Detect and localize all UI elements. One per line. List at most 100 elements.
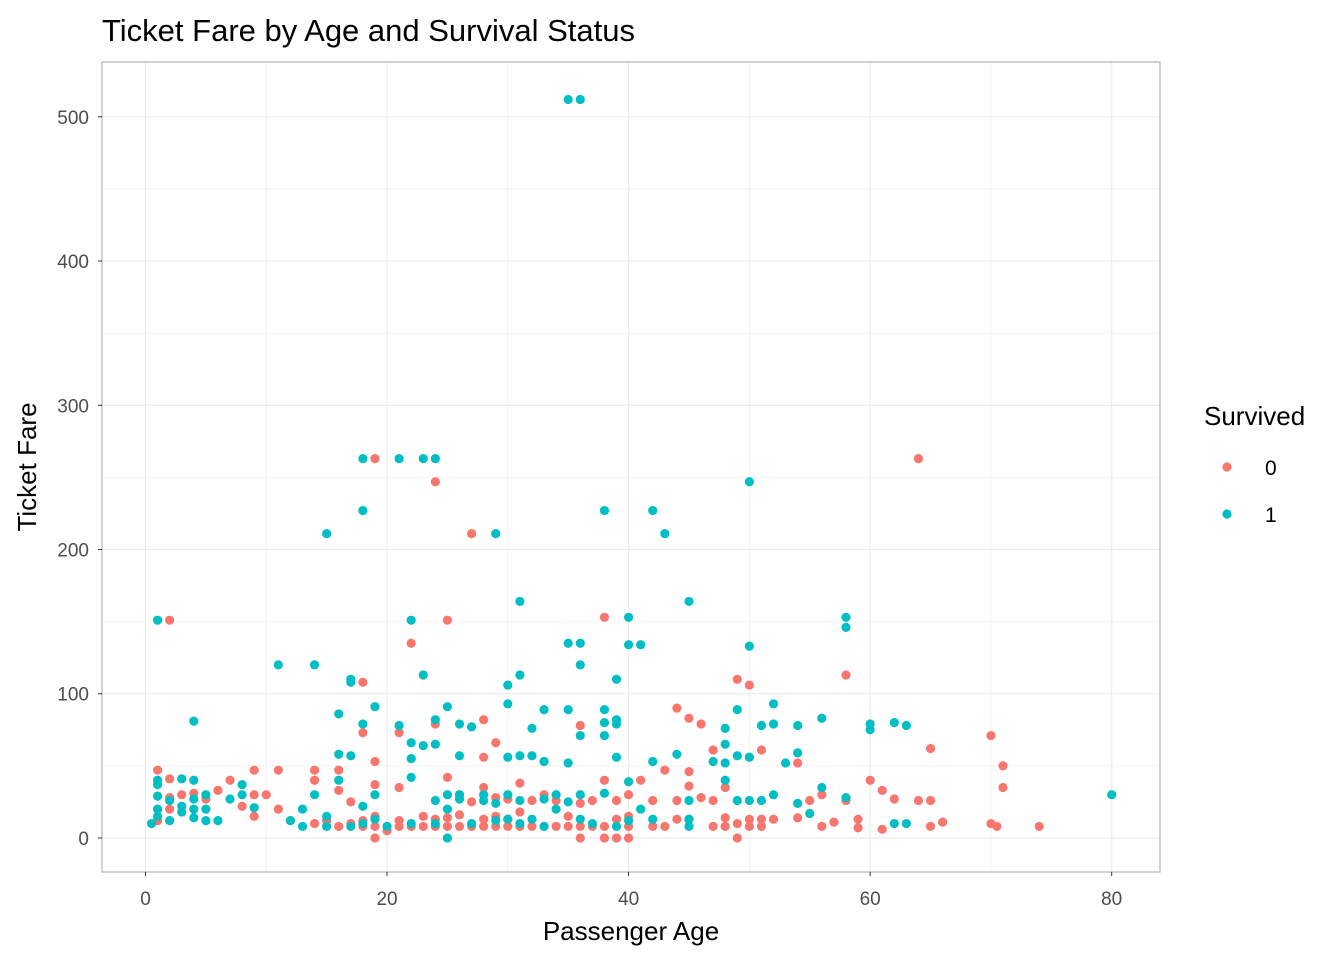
- data-point-survived-0: [575, 833, 585, 843]
- data-point-survived-1: [334, 775, 344, 785]
- data-point-survived-0: [708, 795, 718, 806]
- data-point-survived-1: [189, 775, 199, 785]
- data-point-survived-0: [648, 821, 658, 832]
- data-point-survived-1: [648, 756, 658, 767]
- data-point-survived-1: [623, 640, 634, 650]
- data-point-survived-1: [684, 596, 694, 607]
- data-point-survived-0: [575, 821, 585, 832]
- data-point-survived-0: [817, 821, 827, 832]
- data-point-survived-0: [925, 743, 936, 754]
- data-point-survived-0: [515, 778, 525, 788]
- data-point-survived-1: [358, 505, 368, 516]
- data-point-survived-1: [442, 702, 453, 712]
- data-point-survived-0: [430, 477, 440, 487]
- y-tick-label: 300: [57, 396, 89, 417]
- data-point-survived-0: [841, 670, 851, 680]
- data-point-survived-1: [599, 717, 610, 728]
- data-point-survived-0: [394, 728, 404, 738]
- data-point-survived-1: [623, 777, 634, 787]
- data-point-survived-1: [346, 821, 356, 832]
- data-point-survived-1: [744, 641, 754, 651]
- data-point-survived-0: [273, 804, 283, 814]
- data-point-survived-1: [466, 722, 477, 732]
- x-tick-label: 80: [1101, 889, 1122, 910]
- data-point-survived-0: [249, 765, 259, 775]
- data-point-survived-1: [563, 704, 573, 715]
- data-point-survived-1: [152, 779, 163, 790]
- data-point-survived-1: [756, 720, 767, 731]
- data-point-survived-0: [503, 821, 513, 832]
- data-point-survived-0: [587, 795, 597, 806]
- data-point-survived-1: [406, 818, 416, 829]
- data-point-survived-0: [466, 529, 477, 539]
- data-point-survived-1: [768, 719, 779, 729]
- y-tick-label: 400: [57, 252, 89, 273]
- data-point-survived-1: [491, 529, 501, 539]
- data-point-survived-1: [466, 818, 477, 829]
- y-tick-label: 100: [57, 685, 89, 706]
- data-point-survived-0: [684, 781, 694, 791]
- data-point-survived-1: [539, 756, 549, 767]
- data-point-survived-1: [503, 680, 513, 690]
- data-point-survived-1: [611, 752, 622, 762]
- data-point-survived-1: [430, 795, 440, 806]
- data-point-survived-1: [406, 738, 416, 748]
- data-point-survived-0: [334, 785, 344, 795]
- data-point-survived-1: [648, 505, 658, 516]
- data-point-survived-0: [309, 775, 320, 785]
- legend-key-0: [1222, 462, 1232, 472]
- data-point-survived-0: [563, 811, 573, 821]
- data-point-survived-0: [672, 814, 682, 824]
- data-point-survived-0: [853, 823, 863, 833]
- data-point-survived-0: [394, 782, 404, 793]
- chart-title: Ticket Fare by Age and Survival Status: [102, 13, 635, 48]
- data-point-survived-1: [189, 794, 199, 804]
- data-point-survived-1: [720, 739, 730, 749]
- data-point-survived-1: [527, 751, 537, 761]
- data-point-survived-1: [539, 704, 549, 715]
- data-point-survived-1: [285, 816, 296, 826]
- data-point-survived-0: [479, 814, 489, 824]
- data-point-survived-0: [527, 821, 537, 832]
- data-point-survived-1: [865, 725, 875, 735]
- data-point-survived-1: [479, 795, 489, 806]
- data-point-survived-1: [611, 674, 622, 684]
- data-point-survived-0: [684, 767, 694, 777]
- data-point-survived-1: [575, 730, 585, 741]
- data-point-survived-1: [430, 715, 440, 725]
- data-point-survived-1: [394, 720, 404, 731]
- data-point-survived-0: [309, 818, 320, 829]
- data-point-survived-1: [623, 612, 634, 622]
- data-point-survived-0: [720, 813, 730, 823]
- data-point-survived-0: [273, 765, 283, 775]
- data-point-survived-0: [442, 772, 453, 782]
- data-point-survived-1: [454, 794, 465, 804]
- data-point-survived-0: [660, 765, 670, 775]
- data-point-survived-1: [189, 813, 199, 823]
- data-point-survived-1: [575, 814, 585, 824]
- data-point-survived-1: [177, 801, 187, 811]
- data-point-survived-1: [575, 638, 585, 648]
- data-point-survived-1: [322, 821, 332, 832]
- data-point-survived-0: [406, 638, 416, 648]
- data-point-survived-1: [672, 749, 682, 759]
- data-point-survived-1: [515, 596, 525, 607]
- data-point-survived-0: [744, 821, 754, 832]
- data-point-survived-1: [793, 720, 803, 731]
- data-point-survived-1: [146, 818, 157, 829]
- data-point-survived-0: [249, 811, 259, 821]
- x-tick-label: 40: [618, 889, 639, 910]
- data-point-survived-1: [732, 704, 742, 715]
- data-point-survived-1: [370, 814, 380, 824]
- data-point-survived-0: [527, 795, 537, 806]
- data-point-survived-0: [370, 779, 380, 790]
- data-point-survived-0: [623, 833, 634, 843]
- data-point-survived-1: [563, 758, 573, 768]
- grid: [102, 62, 1160, 872]
- x-tick-label: 20: [376, 889, 397, 910]
- data-point-survived-1: [744, 477, 754, 487]
- data-point-survived-1: [527, 814, 537, 824]
- data-point-survived-1: [430, 454, 440, 464]
- data-point-survived-0: [672, 703, 682, 713]
